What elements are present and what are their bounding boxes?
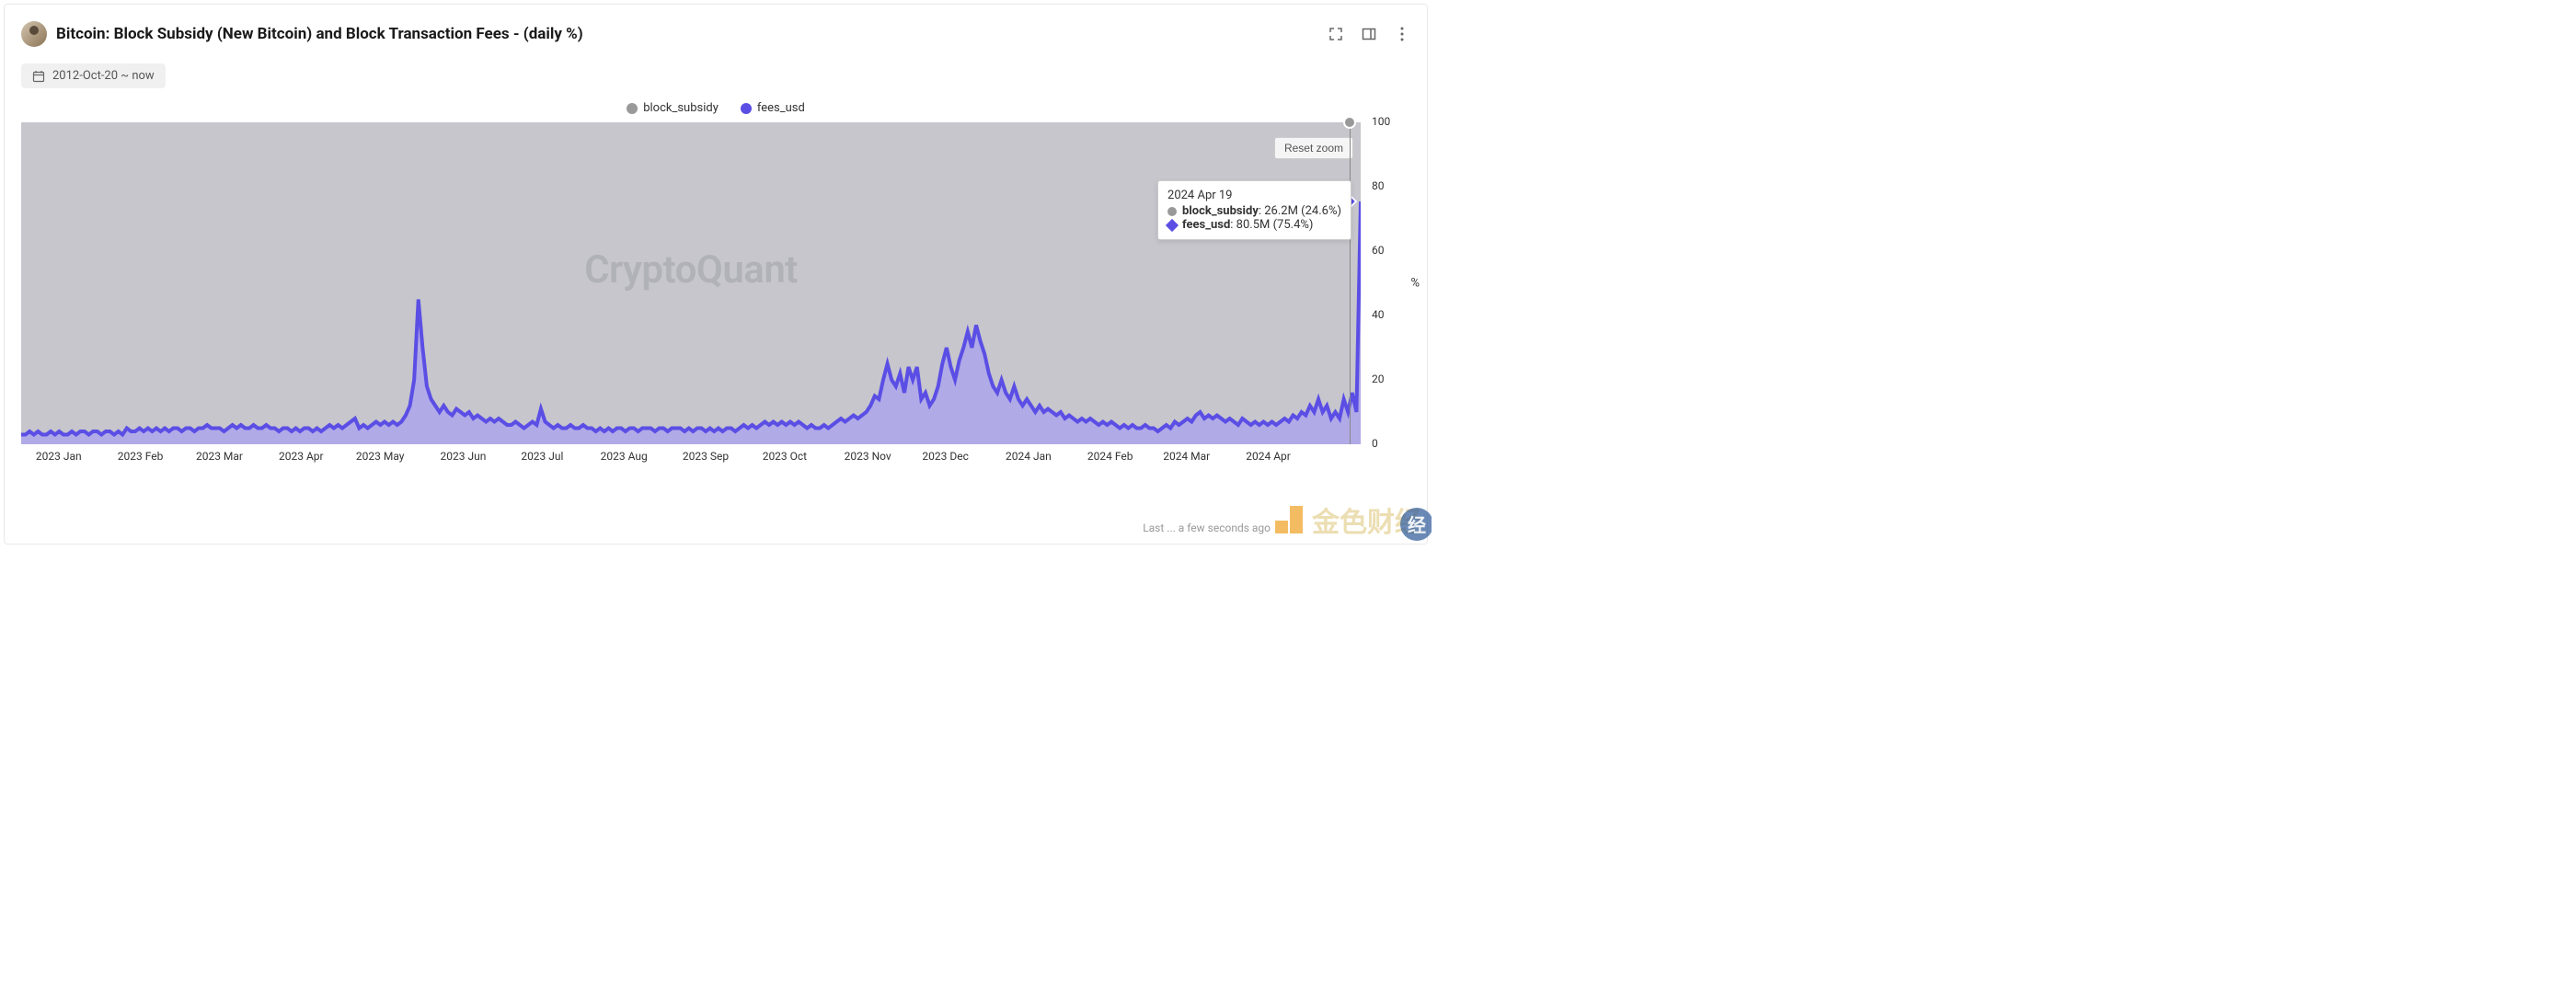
legend-item[interactable]: block_subsidy: [627, 101, 719, 115]
tooltip-text: block_subsidy: 26.2M (24.6%): [1182, 204, 1341, 218]
legend-item[interactable]: fees_usd: [741, 101, 805, 115]
x-tick: 2023 Aug: [601, 450, 648, 463]
x-tick: 2023 May: [356, 450, 405, 463]
x-tick: 2023 Sep: [683, 450, 729, 463]
legend: block_subsidy fees_usd: [21, 101, 1410, 115]
legend-marker: [627, 103, 638, 114]
x-axis: 2023 Jan 2023 Feb 2023 Mar 2023 Apr 2023 May…: [21, 444, 1361, 470]
header-left: Bitcoin: Block Subsidy (New Bitcoin) and…: [21, 21, 583, 47]
y-tick: 20: [1372, 373, 1385, 385]
tooltip-date: 2024 Apr 19: [1167, 189, 1341, 202]
date-range-selector[interactable]: 2012-Oct-20 ~ now: [21, 63, 166, 88]
y-tick: 40: [1372, 308, 1385, 321]
x-tick: 2023 Jul: [521, 450, 563, 463]
calendar-icon: [32, 70, 45, 83]
more-icon[interactable]: [1394, 26, 1410, 42]
x-tick: 2024 Feb: [1087, 450, 1133, 463]
fullscreen-icon[interactable]: [1328, 26, 1344, 42]
tooltip: 2024 Apr 19 block_subsidy: 26.2M (24.6%)f…: [1157, 180, 1351, 240]
chart-area: CryptoQuant Reset zoom 2024 Apr 19block_…: [21, 122, 1410, 444]
tooltip-marker: [1166, 218, 1179, 231]
x-tick: 2023 Apr: [279, 450, 324, 463]
x-tick: 2023 Feb: [118, 450, 164, 463]
hover-line: [1350, 122, 1351, 444]
tooltip-text: fees_usd: 80.5M (75.4%): [1182, 218, 1313, 232]
chart-card: Bitcoin: Block Subsidy (New Bitcoin) and…: [4, 4, 1428, 545]
legend-label: block_subsidy: [643, 101, 719, 115]
legend-label: fees_usd: [757, 101, 805, 115]
last-updated-text: Last ... a few seconds ago: [1143, 522, 1271, 534]
chart-title: Bitcoin: Block Subsidy (New Bitcoin) and…: [56, 25, 583, 43]
x-tick: 2023 Mar: [196, 450, 243, 463]
tooltip-marker: [1167, 207, 1177, 216]
y-axis: % 020406080100: [1361, 122, 1410, 444]
y-tick: 0: [1372, 437, 1378, 450]
header-right: [1328, 26, 1410, 42]
y-tick: 60: [1372, 244, 1385, 257]
x-tick: 2024 Mar: [1163, 450, 1210, 463]
hover-point-subsidy: [1343, 116, 1356, 129]
plot-area[interactable]: CryptoQuant Reset zoom 2024 Apr 19block_…: [21, 122, 1361, 444]
header: Bitcoin: Block Subsidy (New Bitcoin) and…: [21, 21, 1410, 47]
x-tick: 2024 Jan: [1006, 450, 1052, 463]
y-tick: 100: [1372, 115, 1390, 128]
x-tick: 2023 Jan: [36, 450, 82, 463]
date-range-label: 2012-Oct-20 ~ now: [52, 69, 155, 83]
tooltip-row: fees_usd: 80.5M (75.4%): [1167, 218, 1341, 232]
y-axis-label: %: [1410, 277, 1420, 291]
x-tick: 2023 Dec: [922, 450, 968, 463]
x-tick: 2024 Apr: [1246, 450, 1291, 463]
x-tick: 2023 Nov: [845, 450, 891, 463]
x-tick: 2023 Jun: [441, 450, 487, 463]
legend-marker: [741, 103, 752, 114]
avatar: [21, 21, 47, 47]
chart-svg: [21, 122, 1361, 444]
x-tick: 2023 Oct: [763, 450, 807, 463]
panel-icon[interactable]: [1361, 26, 1377, 42]
y-tick: 80: [1372, 179, 1385, 192]
tooltip-row: block_subsidy: 26.2M (24.6%): [1167, 204, 1341, 218]
